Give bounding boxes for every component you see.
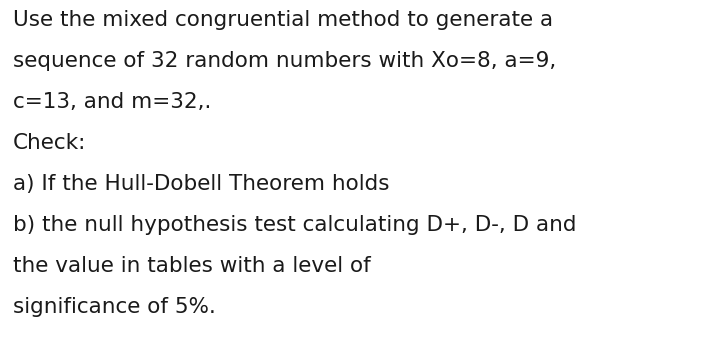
Text: sequence of 32 random numbers with Xo=8, a=9,: sequence of 32 random numbers with Xo=8,…: [13, 51, 557, 71]
Text: significance of 5%.: significance of 5%.: [13, 297, 216, 317]
Text: b) the null hypothesis test calculating D+, D-, D and: b) the null hypothesis test calculating …: [13, 215, 577, 235]
Text: a) If the Hull-Dobell Theorem holds: a) If the Hull-Dobell Theorem holds: [13, 174, 390, 194]
Text: Use the mixed congruential method to generate a: Use the mixed congruential method to gen…: [13, 10, 553, 31]
Text: c=13, and m=32,.: c=13, and m=32,.: [13, 92, 212, 112]
Text: the value in tables with a level of: the value in tables with a level of: [13, 256, 371, 276]
Text: Check:: Check:: [13, 133, 86, 153]
